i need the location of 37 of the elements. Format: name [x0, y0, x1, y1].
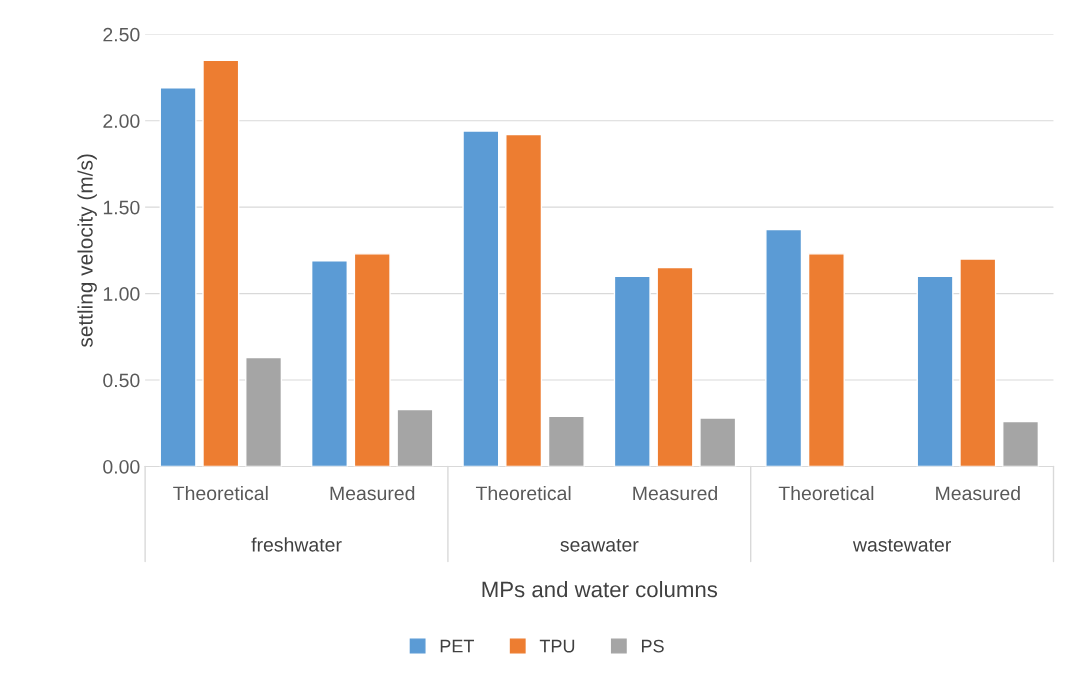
bar [202, 59, 240, 467]
bar [959, 258, 997, 467]
bar [699, 417, 737, 467]
x-tick-label: Measured [936, 485, 1020, 501]
bar [807, 253, 845, 467]
y-tick-label: 1.50 [103, 200, 140, 215]
x-axis-title: MPs and water columns [482, 581, 718, 598]
text: seawater [560, 538, 639, 552]
text: freshwater [251, 537, 342, 552]
y-tick-label: 1.00 [103, 287, 140, 301]
legend-label: TPU [539, 639, 575, 653]
x-tick-label: Theoretical [778, 485, 874, 501]
bar [159, 87, 197, 467]
bar [353, 253, 391, 467]
y-axis-title: settling velocity (m/s) [77, 154, 97, 348]
bar [916, 275, 954, 467]
y-tick-label: 0.50 [103, 373, 140, 388]
bar [310, 260, 348, 467]
bar [396, 408, 434, 467]
text: wastewater [852, 538, 951, 552]
bar [613, 275, 651, 467]
x-tick-label: Measured [633, 485, 717, 501]
y-tick-label: 2.50 [103, 27, 140, 42]
y-tick-label: 2.00 [103, 114, 140, 128]
bar [462, 130, 500, 467]
bar [765, 228, 803, 467]
y-tick-label: 0.00 [103, 459, 140, 474]
bar [656, 266, 694, 467]
bar [1002, 420, 1040, 467]
x-tick-label: Theoretical [475, 485, 571, 501]
bar [505, 133, 543, 467]
legend-label: PS [642, 639, 664, 653]
x-tick-label: Measured [330, 485, 415, 501]
bar [245, 356, 283, 467]
legend-label: PET [440, 639, 474, 653]
x-tick-label: Theoretical [173, 485, 268, 501]
bar [547, 415, 585, 467]
